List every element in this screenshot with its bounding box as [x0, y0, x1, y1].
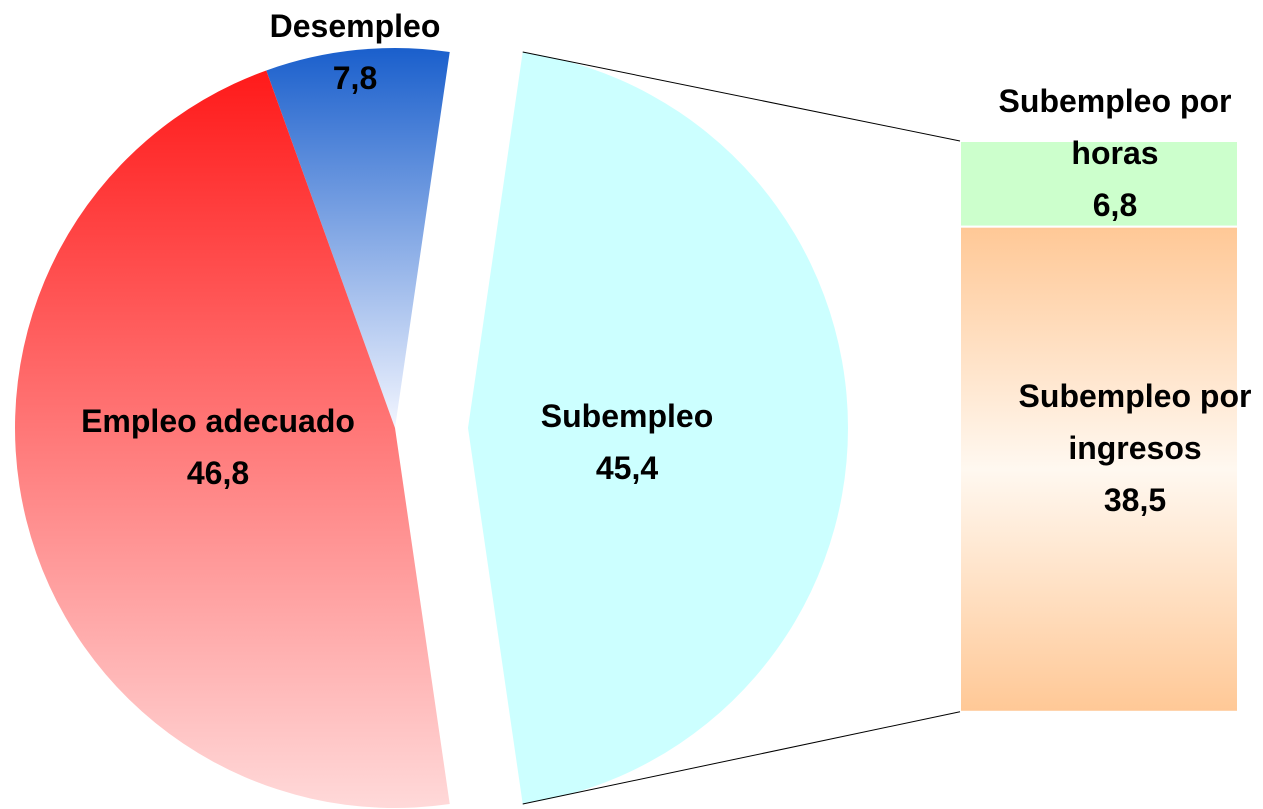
breakdown-bar	[959, 140, 1239, 228]
category-label: Desempleo	[269, 8, 441, 44]
category-label: Subempleo por ingresos	[1018, 378, 1252, 466]
slice-label: Empleo adecuado 46,8	[68, 395, 368, 499]
bar-label: Subempleo por ingresos 38,5	[985, 370, 1263, 526]
value-label: 38,5	[1103, 482, 1167, 518]
slice-label: Desempleo 7,8	[225, 0, 485, 104]
pie-slice	[266, 47, 450, 428]
value-label: 6,8	[1092, 187, 1138, 223]
slice-label: Subempleo 45,4	[477, 390, 777, 494]
connector-line	[522, 51, 961, 142]
value-label: 7,8	[332, 60, 378, 96]
pie-slice	[15, 70, 450, 808]
category-label: Subempleo	[540, 398, 714, 434]
category-label: Empleo adecuado	[81, 403, 355, 439]
category-label: Subempleo por horas	[998, 83, 1232, 171]
breakdown-bar	[959, 225, 1239, 713]
connector-line	[522, 711, 961, 805]
value-label: 45,4	[595, 450, 659, 486]
value-label: 46,8	[186, 455, 250, 491]
bar-label: Subempleo por horas 6,8	[975, 75, 1255, 231]
pie-slice	[468, 51, 848, 805]
